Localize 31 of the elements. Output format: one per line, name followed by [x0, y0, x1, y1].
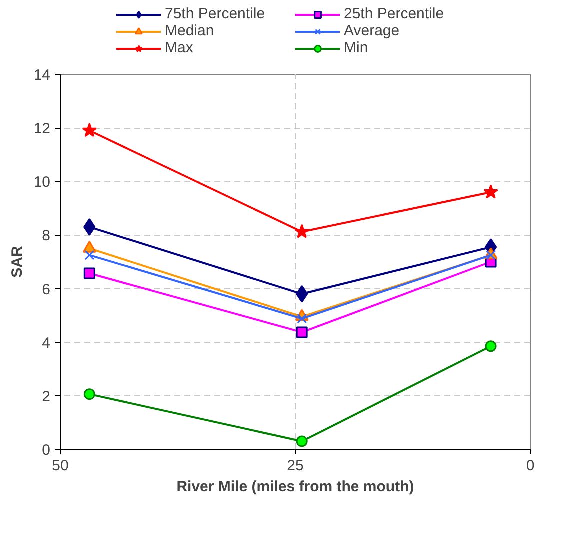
x-tick-label: 25 — [287, 458, 304, 474]
legend-label: Average — [344, 22, 401, 40]
legend-label: 75th Percentile — [165, 6, 266, 22]
x-axis-title: River Mile (miles from the mouth) — [176, 478, 414, 496]
x-tick-label: 0 — [526, 458, 535, 474]
x-tick-label: 50 — [52, 458, 69, 474]
point — [484, 184, 498, 199]
legend-label: Max — [165, 40, 194, 56]
legend-label: Min — [344, 40, 370, 56]
y-tick-label: 14 — [34, 67, 51, 84]
point — [84, 388, 96, 400]
point — [296, 285, 308, 303]
legend-label: Median — [165, 22, 216, 40]
y-tick-label: 8 — [42, 228, 50, 245]
point — [485, 340, 497, 352]
point — [84, 250, 95, 260]
point — [296, 436, 308, 448]
y-tick-label: 12 — [34, 120, 51, 138]
y-tick-label: 4 — [42, 334, 50, 352]
y-tick-label: 10 — [34, 174, 51, 192]
point — [486, 250, 496, 260]
point — [82, 123, 98, 138]
point — [296, 326, 308, 338]
y-tick-label: 2 — [42, 388, 50, 406]
point — [294, 224, 310, 238]
point — [84, 268, 96, 280]
y-tick-label: 6 — [42, 281, 50, 298]
y-axis-title: SAR — [8, 246, 26, 278]
point — [297, 314, 308, 324]
legend-label: 25th Percentile — [344, 6, 446, 22]
y-tick-label: 0 — [42, 442, 50, 459]
